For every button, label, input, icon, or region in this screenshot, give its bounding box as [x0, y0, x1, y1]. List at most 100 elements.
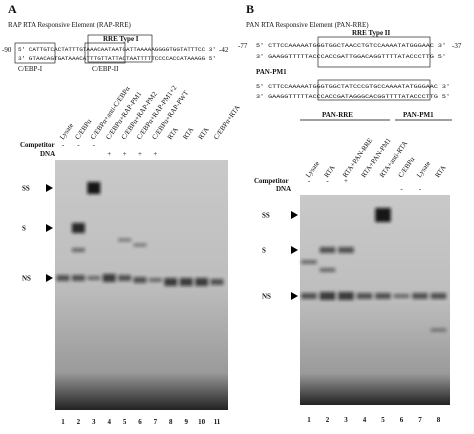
competitor-sign: - [326, 177, 329, 185]
band-arrow [46, 274, 53, 282]
gel-band [71, 248, 85, 252]
sequence: 3' GAAGGTTTTTACCCACCGATAGGGCACGGTTTTATAC… [256, 93, 450, 100]
band-label: SS [262, 212, 270, 220]
competitor-sign: - [77, 141, 80, 149]
lane-number: 4 [107, 418, 111, 426]
lane-number: 1 [61, 418, 65, 426]
lane-label: RTA [166, 126, 180, 141]
gel-band [356, 293, 373, 299]
sequence: 5' CTTCCAAAAATGGGTGGCTATCCCGTGCCAAAATATG… [256, 83, 450, 90]
seq-start: -77 [238, 42, 248, 50]
sequence: 3' GTAACAGTGATAAACATTTGTTATTACTAATTTTTCC… [18, 55, 216, 62]
band-arrow [291, 246, 298, 254]
panel-letter: B [246, 2, 254, 16]
box-label: RRE Type II [352, 29, 391, 37]
dna-label: DNA [40, 150, 55, 158]
seq-end: -37 [452, 42, 462, 50]
band-label: SS [22, 185, 30, 193]
lane-label: RTA [181, 126, 195, 141]
gel-band [338, 292, 354, 300]
gel-band [195, 278, 209, 286]
lane-label: Lysate [304, 160, 321, 180]
seq-end: -42 [219, 46, 229, 54]
lane-label: RTA [197, 126, 211, 141]
lane-label: RTA [434, 164, 448, 179]
gel-band [179, 278, 193, 286]
lane-number: 7 [418, 416, 422, 424]
gel-band [375, 293, 391, 299]
gel-band [319, 268, 336, 272]
panel-letter: A [8, 2, 17, 16]
lane-number: 5 [381, 416, 385, 424]
dna-sign: + [153, 150, 157, 158]
competitor-label: Competitor [254, 177, 289, 185]
lane-label: C/EBPα+RTA [212, 104, 242, 141]
gel-band [430, 293, 447, 299]
pm-box [317, 79, 431, 101]
lane-number: 4 [363, 416, 367, 424]
lane-number: 2 [326, 416, 330, 424]
band-arrow [291, 292, 298, 300]
lane-label: Lysate [58, 122, 75, 142]
gel-band [87, 276, 101, 280]
band-arrow [46, 224, 53, 232]
lane-number: 3 [344, 416, 348, 424]
gel-band [210, 279, 224, 285]
gel-band [148, 278, 162, 282]
gel-band [338, 247, 354, 253]
lane-number: 9 [184, 418, 188, 426]
lane-number: 2 [77, 418, 81, 426]
gel-band [301, 260, 317, 264]
competitor-sign: - [93, 141, 96, 149]
site-box [14, 42, 56, 64]
competitor-label: Competitor [20, 141, 55, 149]
competitor-sign: - [308, 177, 311, 185]
group-label: PAN-RRE [322, 111, 353, 119]
lane-number: 6 [400, 416, 404, 424]
rre-box [317, 36, 431, 68]
sequence: 3' GAAGGTTTTTACCCACCGATTGGACAGGTTTTATACC… [256, 53, 446, 60]
gel-band [412, 293, 428, 299]
gel-band [133, 277, 147, 283]
gel-band [133, 243, 147, 247]
gel-band [56, 275, 70, 281]
competitor-sign: - [62, 141, 65, 149]
dna-sign: + [107, 150, 111, 158]
band-arrow [291, 211, 298, 219]
lane-label: Lysate [415, 160, 432, 180]
rre-box [87, 34, 153, 63]
gel-band [102, 274, 116, 282]
band-label: S [22, 225, 26, 233]
sequence: 5' CTTCCAAAAATGGGTGGCTAACCTGTCCAAAATATGG… [256, 42, 446, 49]
band-label: NS [262, 293, 271, 301]
gel-band [319, 247, 336, 253]
band-arrow [46, 184, 53, 192]
gel-band [164, 278, 178, 286]
gel-band [71, 275, 85, 281]
gel-band [301, 293, 317, 299]
lane-number: 7 [154, 418, 158, 426]
gel-band [319, 292, 336, 300]
lane-label: RTA [323, 164, 337, 179]
lane-label: C/EBPα [397, 155, 417, 179]
lane-number: 6 [138, 418, 142, 426]
panel-title: PAN RTA Responsive Element (PAN-RRE) [246, 21, 369, 29]
panel-title: RAP RTA Responsive Element (RAP-RRE) [8, 21, 131, 29]
group-label: PAN-PM1 [403, 111, 434, 119]
gel-band [87, 182, 101, 194]
lane-number: 8 [169, 418, 173, 426]
sequence: 5' CATTGTCACTATTTGTAAACAATAATGATTAAAAAGG… [18, 46, 216, 53]
dna-sign: - [400, 185, 403, 193]
dna-sign: + [138, 150, 142, 158]
band-label: S [262, 247, 266, 255]
dna-label: DNA [276, 185, 291, 193]
lane-number: 8 [437, 416, 441, 424]
gel-band [118, 238, 132, 242]
dna-sign: + [123, 150, 127, 158]
competitor-sign: + [344, 177, 348, 185]
lane-number: 11 [214, 418, 221, 426]
site-box [84, 42, 126, 64]
site-label: C/EBP-I [18, 65, 43, 73]
lane-number: 3 [92, 418, 96, 426]
